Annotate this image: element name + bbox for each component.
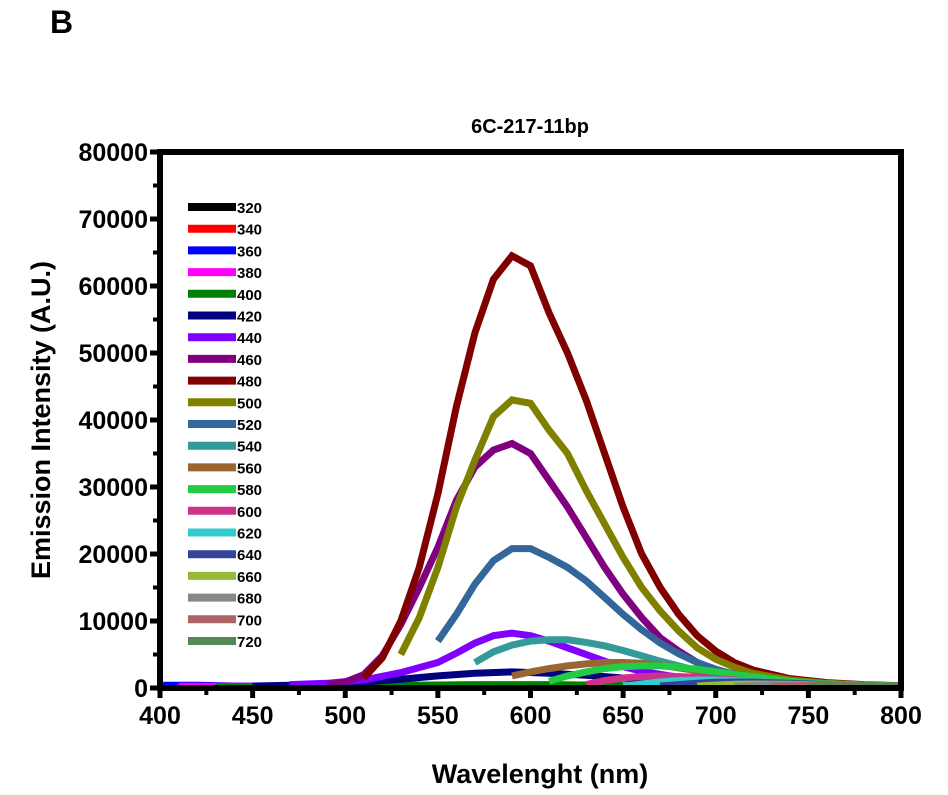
y-tick-label: 60000 [78,273,148,301]
legend-label-540: 540 [237,439,262,456]
legend-label-660: 660 [237,569,262,586]
legend-label-500: 500 [237,395,262,412]
y-tick-label: 30000 [78,474,148,502]
legend-label-640: 640 [237,547,262,564]
x-tick-label: 400 [139,702,181,730]
y-tick-label: 10000 [78,608,148,636]
legend-label-400: 400 [237,287,262,304]
x-tick-label: 500 [324,702,366,730]
legend-label-620: 620 [237,526,262,543]
legend-label-360: 360 [237,243,262,260]
x-tick-label: 550 [417,702,459,730]
plot-border [157,149,904,691]
legend-label-680: 680 [237,591,262,608]
legend-label-480: 480 [237,374,262,391]
x-tick-label: 800 [880,702,922,730]
legend-label-700: 700 [237,612,262,629]
x-axis-label: Wavelenght (nm) [432,759,649,789]
series-layer [160,251,902,691]
legend-label-580: 580 [237,482,262,499]
legend-label-520: 520 [237,417,262,434]
legend-label-560: 560 [237,460,262,477]
x-tick-label: 700 [695,702,737,730]
x-tick-label: 650 [602,702,644,730]
legend-label-720: 720 [237,634,262,651]
y-tick-label: 20000 [78,541,148,569]
x-tick-label: 450 [232,702,274,730]
legend: 320 340 360 380 400 420 440 460 480 500 520 540 560 5… [188,200,262,651]
y-tick-label: 40000 [78,407,148,435]
x-tick-label: 600 [510,702,552,730]
panel-label: B [50,4,74,40]
y-tick-label: 0 [134,675,148,703]
legend-label-380: 380 [237,265,262,282]
legend-label-320: 320 [237,200,262,217]
legend-label-420: 420 [237,309,262,326]
legend-label-600: 600 [237,504,262,521]
axis-ticks: 0 10000 20000 30000 40000 50000 60000 70000 8000… [78,139,921,730]
chart-title: 6C-217-11bp [471,116,589,138]
legend-label-340: 340 [237,222,262,239]
y-tick-label: 70000 [78,206,148,234]
y-axis-label: Emission Intensity (A.U.) [26,261,56,579]
legend-label-440: 440 [237,330,262,347]
legend-label-460: 460 [237,352,262,369]
y-tick-label: 50000 [78,340,148,368]
plot-frame [157,149,904,691]
x-tick-label: 750 [788,702,830,730]
y-tick-label: 80000 [78,139,148,167]
